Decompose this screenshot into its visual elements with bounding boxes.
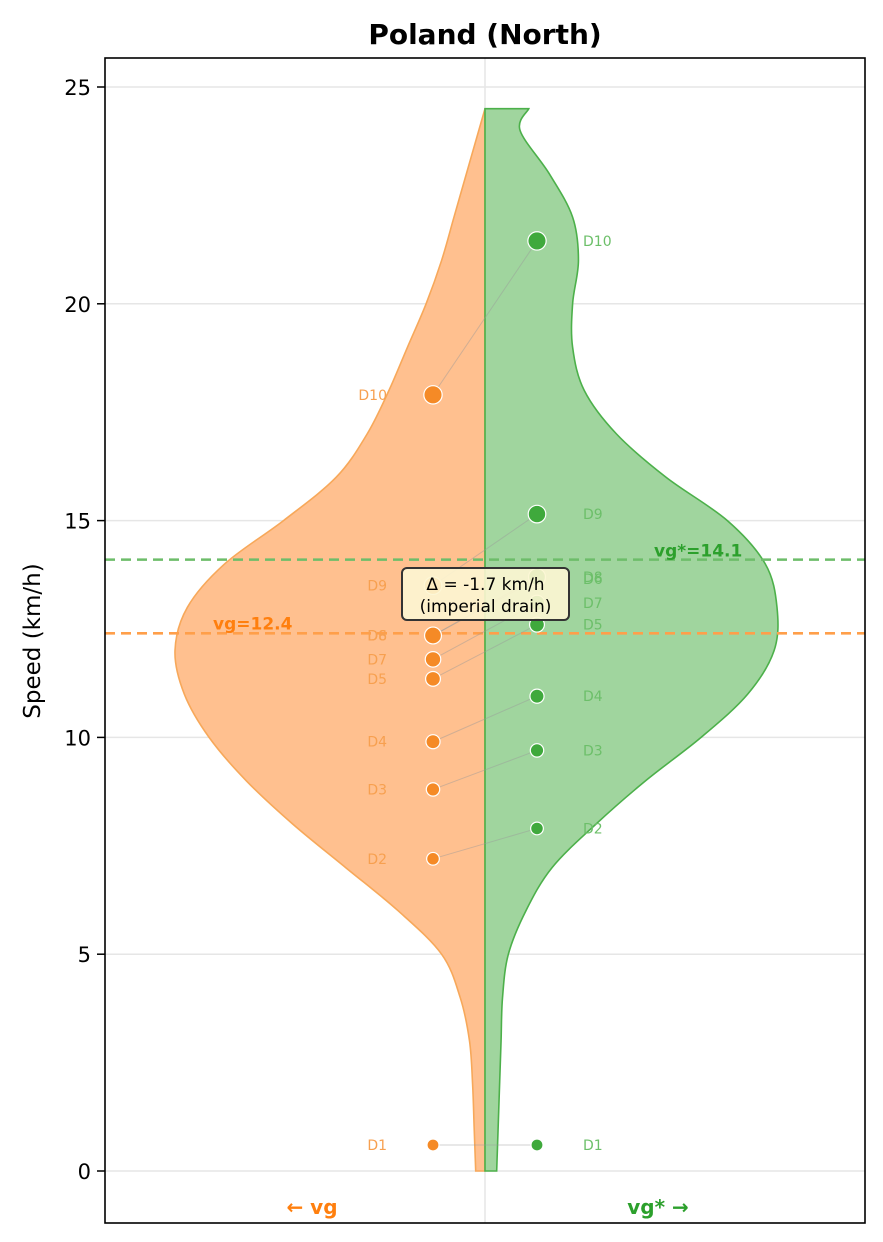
point-label-vg-star-d7: D7 [583,596,603,612]
connector-d4 [432,695,538,743]
annotation-line2: (imperial drain) [420,597,552,617]
left-side-label: ← vg [286,1195,337,1219]
point-label-vg-d5: D5 [367,672,387,688]
point-label-vg-d2: D2 [367,852,387,868]
y-axis: 0 5 10 15 20 25 [64,76,105,1184]
annotation-line1: Δ = -1.7 km/h [426,575,544,595]
y-tick-label-20: 20 [64,293,91,317]
annotation-box [401,567,570,621]
y-tick-label-25: 25 [64,76,91,100]
mean-lines: vg=12.4 vg*=14.1 [105,542,865,635]
point-vg-d4 [425,734,441,750]
point-vg-star-d9 [527,504,547,524]
point-vg-d3 [425,782,441,797]
chart-title: Poland (North) [368,18,601,51]
point-label-vg-star-d9: D9 [583,507,603,523]
point-connectors [432,240,538,1146]
connector-d2 [432,827,538,860]
point-label-vg-d4: D4 [367,735,387,751]
y-tick-label-0: 0 [78,1160,91,1184]
point-vg-star-d2 [530,821,544,836]
mean-label-vg: vg=12.4 [213,614,293,634]
point-label-vg-star-d5: D5 [583,618,603,634]
connector-d10 [432,240,538,396]
point-label-vg-star-d8: D8 [583,570,603,586]
violins [174,107,779,1172]
plot-frame [104,57,866,1224]
point-vg-star-d3 [529,743,545,758]
right-side-label: vg* → [627,1195,689,1219]
violin-vg-star [484,107,779,1172]
point-label-vg-star-d6: D6 [583,572,603,588]
y-tick-label-10: 10 [64,726,91,750]
point-label-vg-d7: D7 [367,652,387,668]
point-label-vg-d9: D9 [367,579,387,595]
point-vg-star-d4 [529,688,545,704]
point-label-vg-d8: D8 [367,629,387,645]
point-label-vg-star-d10: D10 [583,234,612,250]
point-label-vg-star-d1: D1 [583,1138,603,1154]
point-label-vg-d10: D10 [358,388,387,404]
connector-d3 [432,749,538,790]
y-tick-label-15: 15 [64,510,91,534]
violin-vg [174,108,486,1172]
point-vg-d8 [423,626,443,645]
point-vg-d2 [426,851,440,866]
point-vg-star-d10 [527,231,547,251]
point-vg-d7 [424,651,442,668]
point-label-vg-star-d2: D2 [583,821,603,837]
point-label-vg-star-d3: D3 [583,743,603,759]
point-label-vg-d3: D3 [367,782,387,798]
point-vg-d1 [426,1138,440,1152]
point-labels: D1D2D3D4D5D7D6D8D9D10D1D2D3D4D5D7D6D8D9D… [358,234,611,1154]
y-tick-label-5: 5 [78,943,91,967]
delta-annotation: Δ = -1.7 km/h (imperial drain) [401,567,570,621]
point-label-vg-d6: D6 [367,629,387,645]
point-label-vg-d1: D1 [367,1138,387,1154]
point-label-vg-star-d4: D4 [583,689,603,705]
mean-label-vg-star: vg*=14.1 [654,542,742,562]
y-axis-label: Speed (km/h) [20,563,46,718]
point-vg-d10 [423,385,443,405]
connector-d5 [432,624,538,680]
point-vg-star-d1 [530,1138,544,1152]
point-vg-d5 [425,670,442,687]
